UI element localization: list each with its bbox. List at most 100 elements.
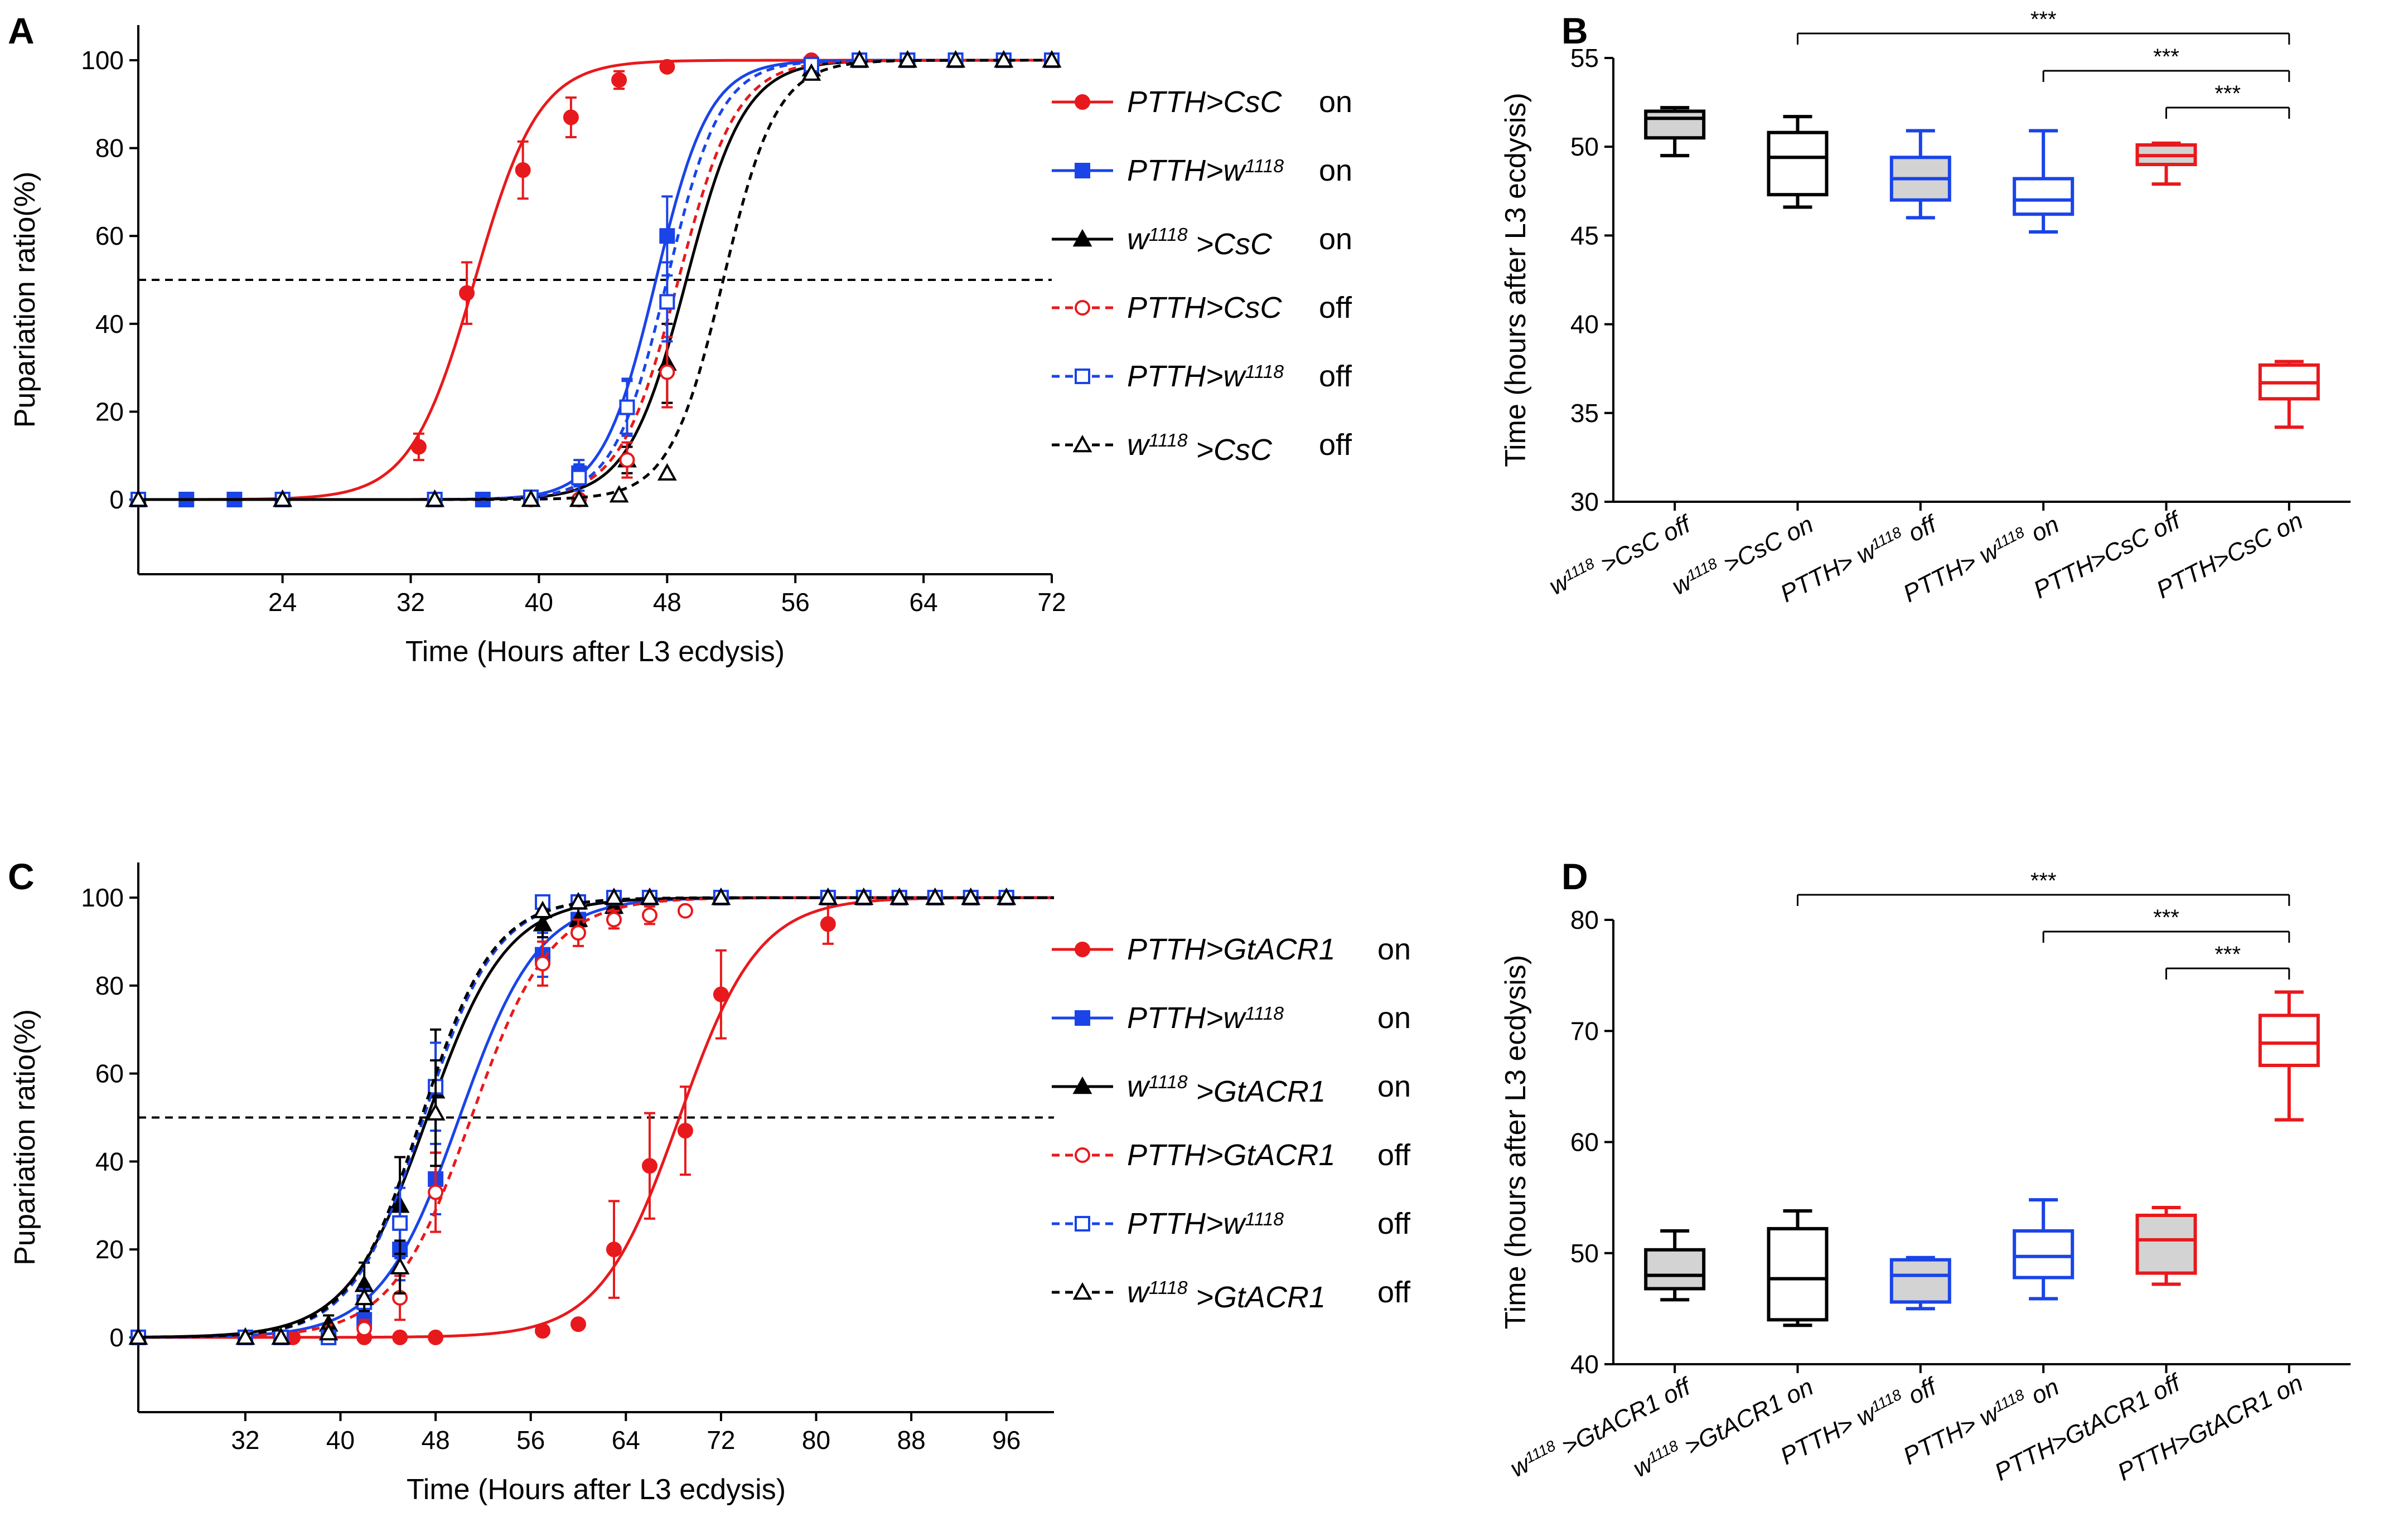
fit-curve <box>138 59 1052 501</box>
y-axis-title: Time (hours after L3 ecdysis) <box>1500 93 1532 467</box>
box-3 <box>2013 129 2075 234</box>
data-point <box>563 109 579 125</box>
data-point <box>1042 50 1062 68</box>
iqr-box <box>1767 1227 1829 1322</box>
data-point <box>425 489 445 507</box>
x-tick-label: 48 <box>653 588 681 617</box>
data-point <box>640 887 660 905</box>
data-point <box>569 489 589 507</box>
y-tick-label: 60 <box>1570 1128 1599 1157</box>
significance-stars: *** <box>2214 81 2241 106</box>
data-point <box>889 887 910 905</box>
legend-marker <box>1075 942 1090 957</box>
data-point <box>392 1215 408 1231</box>
y-tick-label: 40 <box>1570 310 1599 339</box>
legend-entry-1: PTTH>w1118 on <box>1052 154 1352 187</box>
legend-state: off <box>1377 1138 1411 1172</box>
data-point <box>571 469 587 486</box>
legend-label-sup: 1118 <box>1245 156 1284 177</box>
legend-label-sup: 1118 <box>1149 430 1188 451</box>
data-point <box>568 891 588 910</box>
data-point <box>533 900 553 918</box>
box-4 <box>2135 1206 2197 1286</box>
legend-label-base: PTTH>w <box>1127 154 1247 187</box>
legend-label-base: PTTH>GtACR1 <box>1127 1138 1336 1172</box>
legend-state: off <box>1319 428 1352 462</box>
legend-entry-5: w1118 >CsC off <box>1052 428 1352 467</box>
x-tick-label: 32 <box>397 588 425 617</box>
box-2 <box>1889 129 1951 220</box>
category-label: w1118 >GtACR1 off <box>1506 1368 1697 1486</box>
x-tick-label: 48 <box>422 1426 450 1455</box>
legend-label-base: PTTH>CsC <box>1127 291 1283 324</box>
data-point <box>235 1327 255 1345</box>
data-point <box>535 956 551 972</box>
panel-label: C <box>8 856 35 897</box>
data-point <box>606 912 622 928</box>
legend-label-base: w <box>1127 1070 1150 1103</box>
box-5 <box>2258 360 2320 429</box>
data-point <box>677 903 693 919</box>
data-point <box>997 887 1017 905</box>
data-point <box>459 285 475 301</box>
data-point <box>611 72 627 88</box>
data-point <box>961 887 981 905</box>
data-point <box>533 914 553 932</box>
x-axis-title: Time (Hours after L3 ecdysis) <box>405 636 785 668</box>
data-point <box>273 489 293 507</box>
legend-state: off <box>1319 291 1352 324</box>
legend-marker <box>1075 1147 1090 1163</box>
x-tick-label: 72 <box>707 1426 735 1455</box>
legend-state: on <box>1377 1001 1411 1035</box>
legend-label: PTTH>w1118 <box>1127 1207 1284 1240</box>
legend-entry-3: PTTH>GtACR1 off <box>1052 1138 1411 1172</box>
legend-marker <box>1075 369 1090 384</box>
x-tick-label: 32 <box>231 1426 259 1455</box>
box-0 <box>1644 106 1706 158</box>
data-point <box>271 1327 291 1345</box>
y-tick-label: 40 <box>95 309 124 338</box>
legend-state: off <box>1319 360 1352 393</box>
legend-label: PTTH>w1118 <box>1127 154 1284 187</box>
data-point <box>641 907 657 923</box>
data-point <box>659 59 675 75</box>
legend-state: on <box>1377 1070 1411 1103</box>
legend-marker <box>1075 94 1090 110</box>
legend-entry-4: PTTH>w1118 off <box>1052 1207 1411 1240</box>
data-point <box>897 50 917 68</box>
legend-entry-4: PTTH>w1118 off <box>1052 360 1352 393</box>
legend-label-base: PTTH>CsC <box>1127 85 1283 119</box>
y-tick-label: 50 <box>1570 1239 1599 1268</box>
significance-stars: *** <box>2214 942 2241 967</box>
data-point <box>606 1242 622 1258</box>
legend-label-sup: 1118 <box>1245 1004 1284 1024</box>
legend-label-base: PTTH>w <box>1127 1207 1247 1240</box>
y-tick-label: 20 <box>95 397 124 426</box>
data-point <box>657 463 677 481</box>
data-point <box>604 887 624 905</box>
y-tick-label: 0 <box>109 485 124 514</box>
y-axis-title: Pupariation ratio(%) <box>9 172 41 428</box>
iqr-box <box>1644 109 1706 140</box>
data-point <box>354 1287 374 1306</box>
data-point <box>425 1103 446 1121</box>
legend-label: PTTH>GtACR1 <box>1127 933 1336 966</box>
box-0 <box>1644 1229 1706 1302</box>
y-tick-label: 50 <box>1570 132 1599 161</box>
data-point <box>570 925 587 941</box>
data-point <box>570 1316 587 1332</box>
legend-label-suffix: >GtACR1 <box>1188 1075 1326 1108</box>
legend-label-base: w <box>1127 428 1150 462</box>
legend-label: PTTH>CsC <box>1127 291 1283 324</box>
legend-label-sup: 1118 <box>1149 1278 1188 1298</box>
legend-label: w1118 >CsC <box>1127 428 1273 467</box>
y-tick-label: 60 <box>95 1059 124 1088</box>
significance-bracket-2: *** <box>2165 942 2290 980</box>
significance-bracket-1: *** <box>2042 45 2290 82</box>
iqr-box <box>2013 1229 2075 1279</box>
legend-marker <box>1075 163 1090 178</box>
box-3 <box>2013 1198 2075 1301</box>
data-point <box>925 887 945 905</box>
legend-marker <box>1075 1216 1090 1232</box>
data-point <box>994 50 1014 68</box>
